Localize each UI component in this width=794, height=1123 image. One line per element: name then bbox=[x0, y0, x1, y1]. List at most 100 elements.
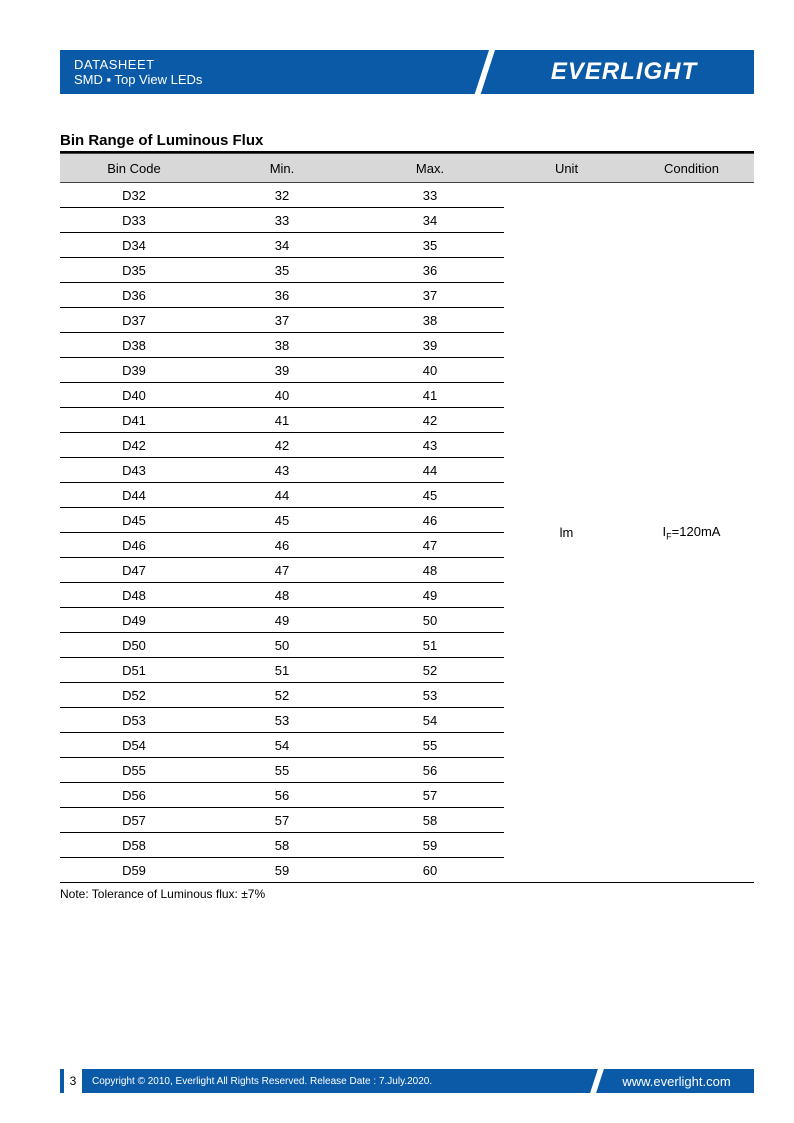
cell-min: 32 bbox=[208, 188, 356, 203]
header-left: DATASHEET SMD ▪ Top View LEDs bbox=[60, 50, 494, 94]
header-subtitle: SMD ▪ Top View LEDs bbox=[74, 72, 480, 87]
cell-code: D46 bbox=[60, 538, 208, 553]
cell-max: 40 bbox=[356, 363, 504, 378]
cell-min: 55 bbox=[208, 763, 356, 778]
table-note: Note: Tolerance of Luminous flux: ±7% bbox=[60, 887, 754, 901]
cell-min: 39 bbox=[208, 363, 356, 378]
cell-code: D59 bbox=[60, 863, 208, 878]
table-row: D464647 bbox=[60, 533, 504, 558]
cell-code: D49 bbox=[60, 613, 208, 628]
cell-max: 38 bbox=[356, 313, 504, 328]
cell-min: 46 bbox=[208, 538, 356, 553]
cell-code: D51 bbox=[60, 663, 208, 678]
cell-max: 60 bbox=[356, 863, 504, 878]
cell-min: 36 bbox=[208, 288, 356, 303]
footer-bar: 3 Copyright © 2010, Everlight All Rights… bbox=[60, 1069, 754, 1093]
cell-max: 55 bbox=[356, 738, 504, 753]
condition-cell: IF=120mA bbox=[629, 524, 754, 542]
cell-code: D48 bbox=[60, 588, 208, 603]
header-sub-b: Top View LEDs bbox=[111, 72, 202, 87]
cell-code: D55 bbox=[60, 763, 208, 778]
cell-code: D43 bbox=[60, 463, 208, 478]
cell-max: 56 bbox=[356, 763, 504, 778]
table-row: D333334 bbox=[60, 208, 504, 233]
cell-min: 56 bbox=[208, 788, 356, 803]
th-condition: Condition bbox=[629, 161, 754, 176]
cell-max: 49 bbox=[356, 588, 504, 603]
unit-cell: lm bbox=[504, 525, 629, 540]
header-bar: DATASHEET SMD ▪ Top View LEDs EVERLIGHT bbox=[60, 50, 754, 94]
table-row: D434344 bbox=[60, 458, 504, 483]
cell-min: 42 bbox=[208, 438, 356, 453]
cell-code: D56 bbox=[60, 788, 208, 803]
table-row: D494950 bbox=[60, 608, 504, 633]
cell-code: D54 bbox=[60, 738, 208, 753]
cell-code: D42 bbox=[60, 438, 208, 453]
table-row: D555556 bbox=[60, 758, 504, 783]
cell-code: D37 bbox=[60, 313, 208, 328]
cell-min: 40 bbox=[208, 388, 356, 403]
bin-table: Bin Code Min. Max. Unit Condition D32323… bbox=[60, 153, 754, 883]
table-row: D343435 bbox=[60, 233, 504, 258]
brand-logo: EVERLIGHT bbox=[494, 50, 754, 94]
cell-min: 51 bbox=[208, 663, 356, 678]
cell-max: 47 bbox=[356, 538, 504, 553]
cell-code: D40 bbox=[60, 388, 208, 403]
table-row: D353536 bbox=[60, 258, 504, 283]
cell-max: 33 bbox=[356, 188, 504, 203]
cell-code: D45 bbox=[60, 513, 208, 528]
cond-suffix: =120mA bbox=[672, 524, 721, 539]
table-row: D444445 bbox=[60, 483, 504, 508]
table-row: D515152 bbox=[60, 658, 504, 683]
table-row: D404041 bbox=[60, 383, 504, 408]
footer-site: www.everlight.com bbox=[599, 1069, 754, 1093]
table-row: D484849 bbox=[60, 583, 504, 608]
table-row: D575758 bbox=[60, 808, 504, 833]
th-bincode: Bin Code bbox=[60, 161, 208, 176]
cell-min: 44 bbox=[208, 488, 356, 503]
cell-max: 48 bbox=[356, 563, 504, 578]
table-row: D474748 bbox=[60, 558, 504, 583]
cell-min: 41 bbox=[208, 413, 356, 428]
cell-min: 52 bbox=[208, 688, 356, 703]
cell-min: 43 bbox=[208, 463, 356, 478]
cell-min: 45 bbox=[208, 513, 356, 528]
table-unit-condition: lm IF=120mA bbox=[504, 183, 754, 883]
cell-max: 51 bbox=[356, 638, 504, 653]
cell-code: D34 bbox=[60, 238, 208, 253]
cell-code: D58 bbox=[60, 838, 208, 853]
cell-code: D44 bbox=[60, 488, 208, 503]
cell-code: D57 bbox=[60, 813, 208, 828]
cell-max: 37 bbox=[356, 288, 504, 303]
cell-max: 45 bbox=[356, 488, 504, 503]
section-title: Bin Range of Luminous Flux bbox=[60, 132, 754, 153]
cell-max: 46 bbox=[356, 513, 504, 528]
cell-min: 37 bbox=[208, 313, 356, 328]
cell-min: 33 bbox=[208, 213, 356, 228]
cell-code: D32 bbox=[60, 188, 208, 203]
cell-min: 58 bbox=[208, 838, 356, 853]
cell-code: D36 bbox=[60, 288, 208, 303]
cell-min: 35 bbox=[208, 263, 356, 278]
cell-code: D38 bbox=[60, 338, 208, 353]
table-row: D585859 bbox=[60, 833, 504, 858]
cell-code: D41 bbox=[60, 413, 208, 428]
th-min: Min. bbox=[208, 161, 356, 176]
table-row: D535354 bbox=[60, 708, 504, 733]
table-row: D595960 bbox=[60, 858, 504, 883]
cell-max: 59 bbox=[356, 838, 504, 853]
table-row: D505051 bbox=[60, 633, 504, 658]
cell-max: 58 bbox=[356, 813, 504, 828]
cell-min: 48 bbox=[208, 588, 356, 603]
cell-code: D47 bbox=[60, 563, 208, 578]
cell-max: 36 bbox=[356, 263, 504, 278]
cell-min: 47 bbox=[208, 563, 356, 578]
cell-max: 53 bbox=[356, 688, 504, 703]
table-row: D323233 bbox=[60, 183, 504, 208]
cell-max: 57 bbox=[356, 788, 504, 803]
cell-max: 50 bbox=[356, 613, 504, 628]
cell-code: D33 bbox=[60, 213, 208, 228]
cell-code: D50 bbox=[60, 638, 208, 653]
cell-max: 52 bbox=[356, 663, 504, 678]
cell-max: 34 bbox=[356, 213, 504, 228]
